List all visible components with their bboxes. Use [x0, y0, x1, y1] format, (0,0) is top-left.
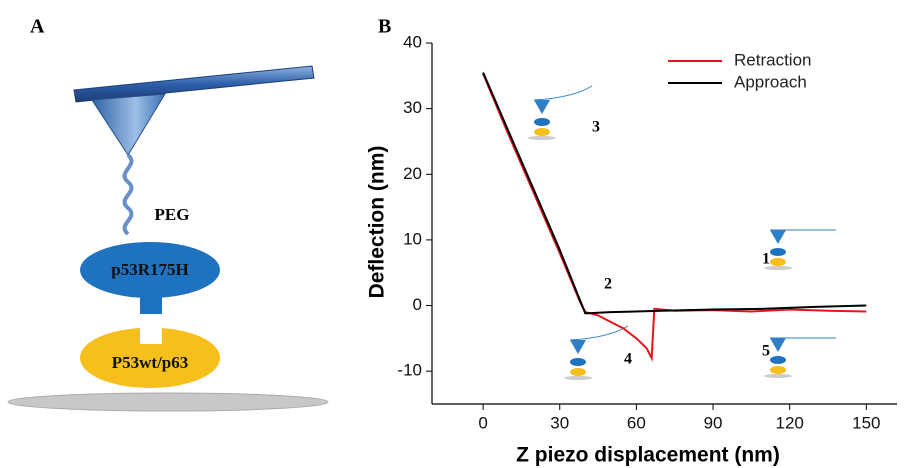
icon-base [764, 374, 792, 378]
x-tick-label: 0 [478, 413, 487, 432]
afm-diagram [7, 65, 329, 412]
panel-label: B [378, 16, 391, 38]
legend-label: Approach [734, 72, 807, 91]
icon-bottom [770, 258, 786, 266]
state-icons [528, 85, 836, 380]
annotation: 3 [592, 119, 600, 136]
annotation: 2 [604, 276, 612, 293]
annotation: 4 [624, 351, 632, 368]
icon-base [764, 266, 792, 270]
icon-top [770, 356, 786, 364]
icon-bottom [570, 368, 586, 376]
linker-label: PEG [155, 205, 190, 224]
icon-top [534, 118, 550, 126]
annotation: 5 [762, 343, 770, 360]
icon-base [564, 376, 592, 380]
icon-beam [569, 325, 629, 341]
icon-top [570, 358, 586, 366]
y-tick-label: 20 [403, 164, 422, 183]
y-tick-label: 0 [413, 295, 422, 314]
x-axis-title: Z piezo displacement (nm) [516, 444, 780, 467]
icon-tip [570, 340, 586, 354]
y-tick-label: 30 [403, 98, 422, 117]
data-line [482, 72, 867, 315]
icon-tip [770, 230, 786, 244]
y-tick-label: 40 [403, 32, 422, 51]
y-tick-label: -10 [397, 361, 422, 380]
legend-label: Retraction [734, 50, 811, 69]
protein-label: p53R175H [111, 260, 188, 279]
icon-bottom [770, 366, 786, 374]
icon-bottom [534, 128, 550, 136]
y-tick-label: 10 [403, 229, 422, 248]
x-tick-label: 150 [852, 413, 880, 432]
protein-label: P53wt/p63 [112, 353, 189, 372]
annotation: 1 [762, 251, 770, 268]
x-tick-label: 60 [627, 413, 646, 432]
data-line [482, 73, 867, 362]
icon-top [770, 248, 786, 256]
icon-base [528, 136, 556, 140]
icon-beam [533, 85, 593, 101]
icon-tip [770, 338, 786, 352]
icon-tip [534, 100, 550, 114]
x-tick-label: 30 [550, 413, 569, 432]
x-tick-label: 90 [704, 413, 723, 432]
panel-label: A [30, 16, 45, 38]
x-tick-label: 120 [776, 413, 804, 432]
y-axis-title: Deflection (nm) [366, 146, 389, 299]
